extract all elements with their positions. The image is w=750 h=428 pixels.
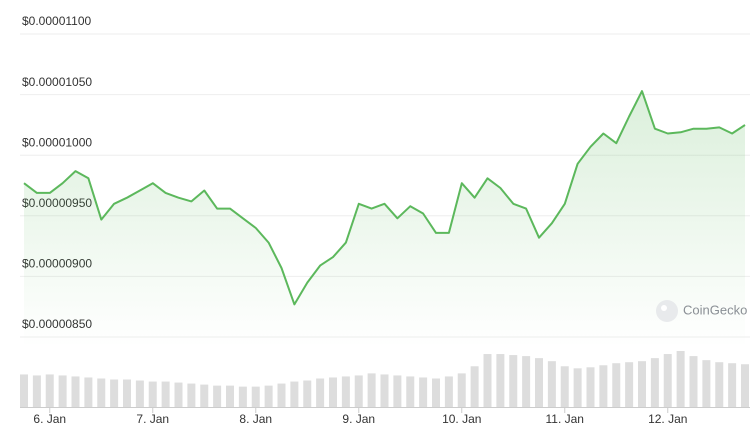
volume-bar: [226, 385, 234, 407]
y-tick-label: $0.00001100: [22, 14, 92, 28]
watermark-logo: [656, 300, 678, 322]
volume-bar: [522, 356, 531, 407]
volume-bar: [676, 351, 685, 407]
volume-bar: [354, 375, 363, 407]
volume-bar: [200, 384, 209, 407]
volume-bar: [367, 373, 376, 407]
volume-bar: [560, 366, 569, 407]
y-tick-label: $0.00001000: [22, 135, 92, 149]
volume-bar: [174, 382, 183, 407]
volume-bar: [638, 361, 646, 407]
volume-bar: [380, 374, 389, 407]
x-tick-label: 7. Jan: [136, 412, 169, 426]
volume-bar: [728, 363, 737, 407]
volume-bar: [135, 380, 144, 407]
volume-bar: [586, 367, 595, 407]
x-tick-label: 6. Jan: [33, 412, 66, 426]
x-tick-label: 12. Jan: [648, 412, 687, 426]
volume-bar: [470, 366, 479, 407]
volume-bar: [547, 361, 556, 407]
watermark: CoinGecko: [683, 302, 747, 317]
x-tick-label: 8. Jan: [239, 412, 272, 426]
volume-bar: [264, 385, 273, 407]
volume-bar: [663, 354, 672, 407]
volume-bar: [277, 383, 286, 407]
volume-bar: [689, 356, 698, 407]
volume-bar: [316, 378, 325, 407]
x-tick-label: 11. Jan: [546, 412, 584, 426]
volume-bar: [393, 375, 402, 407]
volume-bar: [84, 377, 93, 407]
volume-bar: [341, 376, 350, 407]
volume-bar: [741, 364, 749, 407]
volume-bar: [432, 378, 440, 407]
price-area: [24, 91, 745, 347]
volume-bar: [612, 363, 621, 407]
x-tick-label: 9. Jan: [342, 412, 375, 426]
volume-bar: [58, 375, 67, 407]
volume-bar: [715, 362, 724, 407]
volume-bar: [290, 381, 299, 407]
price-line: [23, 90, 746, 306]
volume-bar: [702, 360, 711, 407]
volume-bar: [187, 383, 196, 407]
volume-bar: [509, 355, 518, 407]
volume-bar: [650, 358, 659, 407]
volume-bar: [110, 379, 119, 407]
volume-bar: [251, 386, 260, 407]
volume-bar: [457, 373, 466, 407]
volume-bar: [625, 362, 634, 407]
y-tick-label: $0.00001050: [22, 75, 92, 89]
volume-bar: [238, 386, 247, 407]
volume-bar: [483, 354, 492, 407]
volume-bar: [599, 365, 608, 407]
volume-bar: [45, 374, 54, 407]
volume-bar: [444, 376, 453, 407]
volume-bar: [303, 380, 312, 407]
volume-bar: [71, 376, 80, 407]
volume-bar: [535, 358, 543, 407]
volume-bar: [406, 376, 415, 407]
volume-bar: [213, 385, 222, 407]
volume-bar: [329, 377, 337, 407]
x-tick-label: 10. Jan: [442, 412, 481, 426]
volume-bar: [419, 377, 428, 407]
volume-bar: [32, 375, 41, 407]
volume-bar: [97, 378, 106, 407]
volume-bar: [20, 374, 28, 407]
volume-bar: [496, 354, 505, 407]
volume-bar: [148, 381, 157, 407]
volume-bar: [573, 368, 582, 407]
volume-bar: [161, 381, 170, 407]
volume-bar: [123, 379, 131, 407]
